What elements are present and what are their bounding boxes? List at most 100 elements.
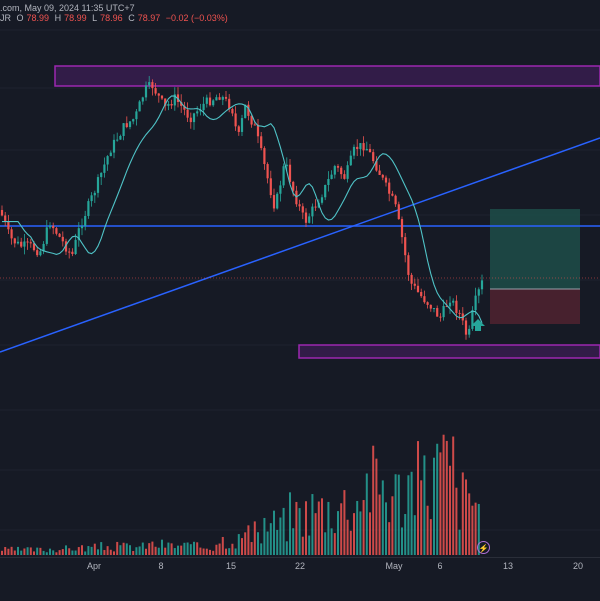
candle-body bbox=[221, 96, 224, 100]
volume-bar bbox=[385, 502, 387, 555]
candle-body bbox=[154, 88, 157, 94]
candle-body bbox=[202, 103, 205, 111]
volume-bar bbox=[305, 501, 307, 555]
candle-body bbox=[349, 155, 352, 166]
volume-bar bbox=[100, 542, 103, 555]
candle-body bbox=[218, 97, 221, 100]
volume-bar bbox=[215, 544, 218, 555]
volume-bar bbox=[49, 548, 51, 555]
volume-bar bbox=[365, 473, 368, 555]
high-label: H bbox=[54, 13, 62, 23]
candle-body bbox=[167, 103, 170, 106]
candle-body bbox=[266, 164, 269, 179]
volume-bar bbox=[461, 472, 464, 555]
candle-body bbox=[13, 238, 16, 244]
volume-bar bbox=[404, 514, 407, 555]
candle-body bbox=[125, 123, 128, 128]
candle-body bbox=[128, 121, 132, 128]
volume-bar bbox=[145, 548, 147, 555]
volume-bar bbox=[52, 550, 55, 555]
volume-bar bbox=[228, 548, 231, 555]
volume-bar bbox=[452, 436, 455, 555]
candle-body bbox=[205, 97, 208, 104]
candle-body bbox=[39, 251, 42, 256]
time-tick-label: 6 bbox=[437, 561, 443, 571]
volume-bar bbox=[429, 519, 432, 555]
volume-bar bbox=[189, 544, 192, 555]
volume-bar bbox=[391, 496, 394, 555]
volume-bar bbox=[138, 546, 141, 555]
candle-body bbox=[391, 193, 394, 196]
lightning-icon[interactable]: ⚡ bbox=[477, 541, 490, 554]
moving-average-line bbox=[2, 95, 483, 324]
volume-bar bbox=[308, 535, 311, 555]
volume-bar bbox=[154, 546, 157, 555]
volume-bar bbox=[356, 500, 359, 555]
price-chart[interactable] bbox=[0, 0, 600, 557]
candle-body bbox=[304, 212, 308, 223]
volume-bar bbox=[346, 519, 349, 555]
candle-body bbox=[80, 225, 84, 229]
candle-body bbox=[429, 304, 432, 309]
target-zone bbox=[490, 209, 580, 289]
candle-body bbox=[416, 285, 420, 293]
time-tick-label: 20 bbox=[572, 561, 584, 571]
candle-body bbox=[445, 305, 448, 307]
time-axis[interactable]: Apr 8 15 22 May 6 13 20 bbox=[0, 557, 600, 601]
candle-body bbox=[320, 197, 324, 203]
candle-body bbox=[276, 193, 279, 209]
volume-bar bbox=[301, 536, 304, 555]
candle-body bbox=[282, 166, 285, 186]
candle-body bbox=[103, 164, 106, 173]
candle-body bbox=[192, 113, 196, 123]
volume-bar bbox=[42, 550, 45, 555]
volume-bar bbox=[74, 550, 77, 555]
candle-body bbox=[260, 136, 263, 149]
volume-bar bbox=[276, 529, 279, 555]
symbol-tail: JR bbox=[0, 13, 11, 23]
volume-bar bbox=[65, 545, 67, 555]
candle-body bbox=[84, 215, 87, 226]
chart-area[interactable]: .com, May 09, 2024 11:35 UTC+7 JR O 78.99… bbox=[0, 0, 600, 557]
volume-bar bbox=[199, 547, 202, 555]
candle-body bbox=[164, 98, 167, 106]
candle-body bbox=[480, 280, 484, 290]
candle-body bbox=[32, 243, 36, 251]
candle-body bbox=[432, 308, 436, 310]
candle-body bbox=[336, 166, 340, 168]
volume-bar bbox=[122, 542, 125, 555]
volume-bar bbox=[330, 528, 333, 555]
candle-body bbox=[132, 119, 135, 122]
candle-body bbox=[71, 251, 74, 255]
volume-bar bbox=[317, 501, 320, 555]
volume-bar bbox=[68, 548, 71, 555]
volume-bar bbox=[455, 487, 458, 555]
candle-body bbox=[23, 241, 26, 247]
candle-body bbox=[234, 113, 237, 127]
change-value: −0.02 (−0.03%) bbox=[165, 13, 228, 23]
candle-body bbox=[439, 316, 442, 318]
volume-bar bbox=[474, 502, 477, 555]
candle-body bbox=[333, 166, 336, 175]
candle-body bbox=[215, 97, 218, 101]
candle-body bbox=[279, 185, 282, 194]
volume-bar bbox=[362, 500, 365, 555]
volume-bar bbox=[420, 480, 423, 555]
candle-body bbox=[4, 215, 7, 222]
volume-bar bbox=[285, 541, 288, 555]
candle-body bbox=[61, 236, 64, 242]
volume-bar bbox=[125, 543, 128, 555]
volume-bar bbox=[324, 532, 327, 555]
candle-body bbox=[368, 148, 372, 153]
candle-body bbox=[48, 225, 52, 228]
volume-bar bbox=[465, 479, 467, 555]
candle-body bbox=[20, 241, 23, 247]
candle-body bbox=[298, 204, 301, 207]
candle-body bbox=[263, 148, 266, 165]
volume-bar bbox=[183, 542, 186, 555]
volume-bar bbox=[4, 547, 7, 555]
candle-body bbox=[407, 255, 410, 275]
candle-body bbox=[474, 295, 477, 311]
candle-body bbox=[244, 104, 247, 119]
volume-bar bbox=[381, 480, 384, 555]
